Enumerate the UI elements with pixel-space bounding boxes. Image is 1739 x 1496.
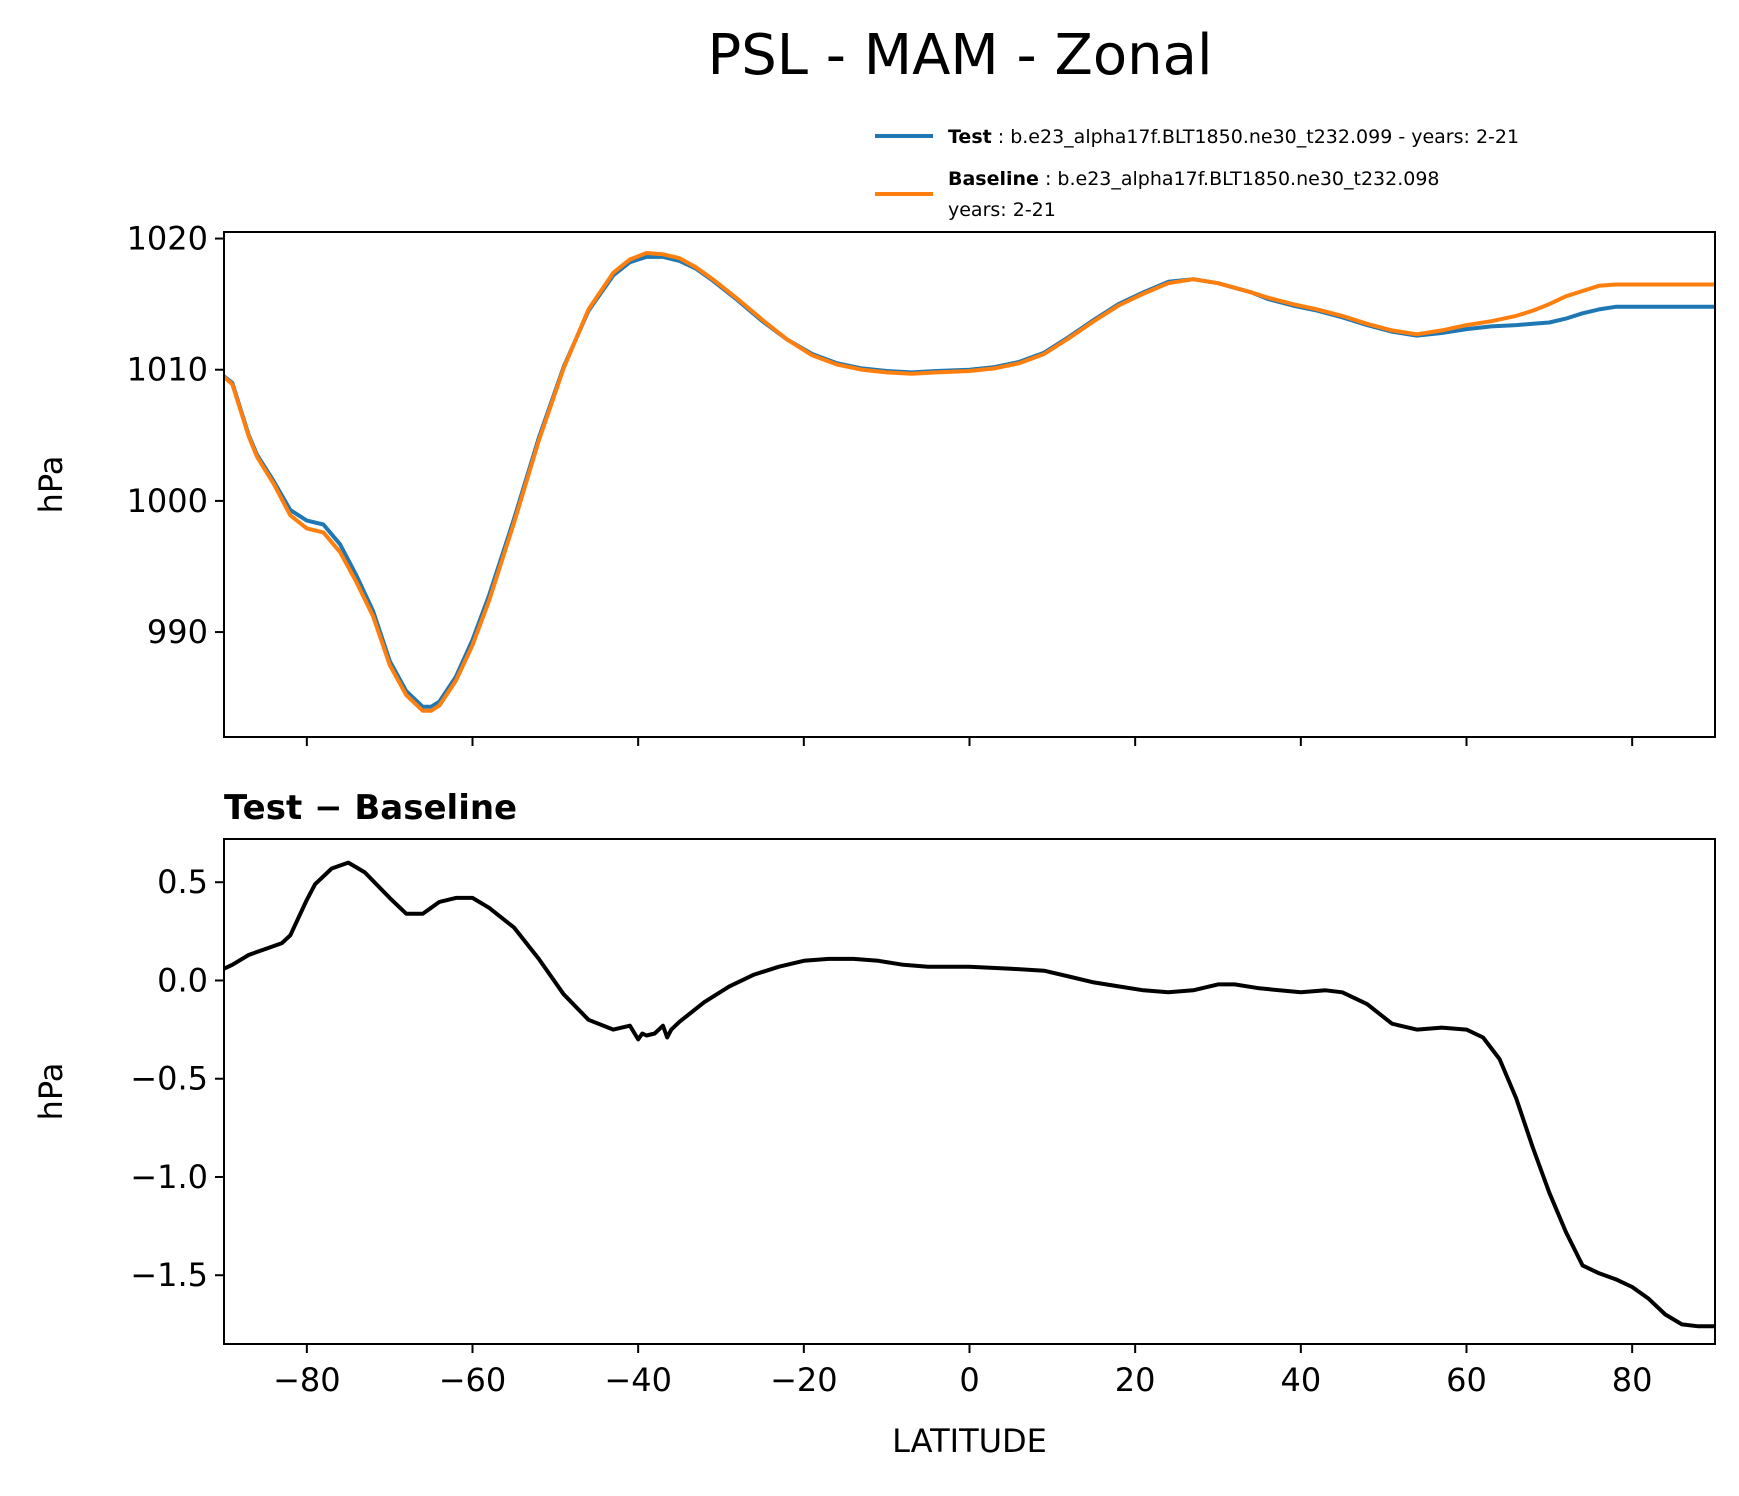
legend-test-name: Test xyxy=(948,126,992,148)
diff-xtick-label: −40 xyxy=(604,1361,672,1399)
legend-baseline-desc-line2: years: 2-21 xyxy=(948,199,1056,221)
top-ytick-label: 1000 xyxy=(127,482,208,520)
diff-xtick-label: 60 xyxy=(1446,1361,1487,1399)
diff-ylabel: hPa xyxy=(32,1063,70,1121)
legend-baseline-name: Baseline xyxy=(948,168,1039,190)
diff-subplot-title: Test − Baseline xyxy=(224,788,517,828)
diff-ytick-label: −1.0 xyxy=(130,1158,208,1196)
diff-xtick-label: −80 xyxy=(273,1361,341,1399)
diff-xtick-label: −60 xyxy=(439,1361,507,1399)
diff-xtick-label: 80 xyxy=(1612,1361,1653,1399)
series-line-baseline xyxy=(222,251,1715,713)
legend-test-sep: : xyxy=(992,126,1010,148)
diff-xtick-label: 0 xyxy=(959,1361,979,1399)
legend-baseline-desc: b.e23_alpha17f.BLT1850.ne30_t232.098 xyxy=(1057,168,1439,190)
diff-xlabel: LATITUDE xyxy=(892,1422,1047,1460)
legend-baseline-label: Baseline : b.e23_alpha17f.BLT1850.ne30_t… xyxy=(948,168,1440,190)
series-line-difference xyxy=(223,860,1715,1329)
legend-baseline-sep: : xyxy=(1039,168,1057,190)
diff-xtick-label: 20 xyxy=(1115,1361,1156,1399)
series-line-test xyxy=(222,254,1715,709)
diff-plot-frame xyxy=(223,838,1716,1345)
diff-ytick-label: −0.5 xyxy=(130,1060,208,1098)
difference-panel: −1.5 −1.0 −0.5 0.0 0.5 −80 −60 −40 −20 0 20 40 60 80 h… xyxy=(32,788,1716,1460)
figure-title: PSL - MAM - Zonal xyxy=(707,23,1212,88)
diff-xtick-label: 40 xyxy=(1280,1361,1321,1399)
top-plot-frame xyxy=(223,231,1716,738)
diff-ytick-label: −1.5 xyxy=(130,1256,208,1294)
top-panel: 990 1000 1010 1020 hPa xyxy=(32,220,1716,746)
diff-ytick-label: 0.5 xyxy=(157,863,208,901)
top-ytick-label: 1010 xyxy=(127,351,208,389)
top-ylabel: hPa xyxy=(32,456,70,514)
legend-test-desc: b.e23_alpha17f.BLT1850.ne30_t232.099 - y… xyxy=(1010,126,1519,148)
top-ytick-label: 990 xyxy=(147,613,208,651)
top-ytick-label: 1020 xyxy=(127,220,208,258)
diff-ytick-label: 0.0 xyxy=(157,961,208,999)
diff-xtick-label: −20 xyxy=(770,1361,838,1399)
legend-test-label: Test : b.e23_alpha17f.BLT1850.ne30_t232.… xyxy=(948,126,1519,148)
legend: Test : b.e23_alpha17f.BLT1850.ne30_t232.… xyxy=(875,126,1519,221)
